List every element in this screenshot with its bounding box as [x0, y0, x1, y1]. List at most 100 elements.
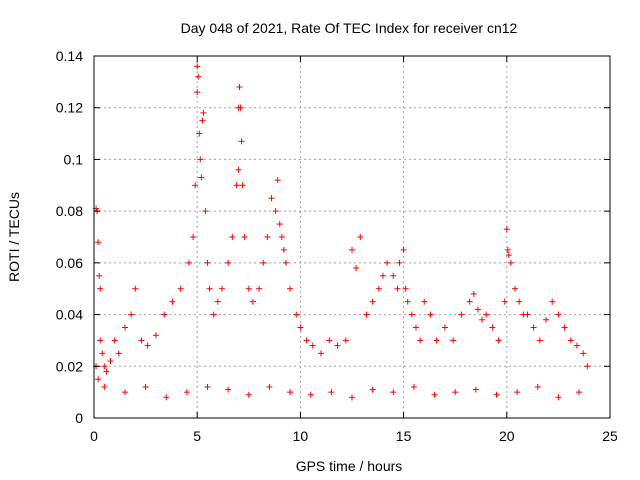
data-point — [152, 332, 159, 339]
x-tick-label: 0 — [90, 428, 98, 444]
data-point — [427, 311, 434, 318]
data-point — [121, 324, 128, 331]
data-point — [549, 298, 556, 305]
data-point — [309, 342, 316, 349]
data-point — [206, 285, 213, 292]
data-point — [245, 285, 252, 292]
data-point — [278, 234, 285, 240]
data-point — [237, 104, 244, 111]
data-point — [229, 234, 236, 240]
x-tick-label: 5 — [193, 428, 201, 444]
data-point — [303, 337, 310, 344]
data-point — [236, 84, 243, 91]
data-point — [561, 324, 568, 331]
data-point — [99, 350, 106, 357]
data-point — [524, 311, 531, 318]
data-point — [95, 239, 102, 246]
y-tick-label: 0.12 — [56, 100, 83, 116]
data-point — [256, 285, 263, 292]
data-point — [489, 324, 496, 331]
x-axis-label: GPS time / hours — [296, 458, 403, 474]
data-point — [233, 182, 240, 189]
data-point — [567, 337, 574, 344]
x-tick-label: 25 — [602, 428, 618, 444]
data-point — [266, 383, 273, 390]
y-tick-label: 0.04 — [56, 307, 83, 323]
data-point — [384, 259, 391, 266]
data-point — [282, 259, 289, 266]
y-axis-label: ROTI / TECUs — [6, 192, 22, 282]
data-point — [472, 386, 479, 393]
data-point — [400, 246, 407, 253]
data-point — [274, 177, 281, 184]
data-point — [128, 311, 135, 318]
data-point — [199, 117, 206, 124]
data-point — [218, 285, 225, 292]
data-point — [196, 130, 203, 137]
data-point — [161, 311, 168, 318]
data-point — [543, 316, 550, 323]
data-point — [501, 298, 508, 305]
axis-ticks — [93, 55, 611, 419]
data-point — [421, 298, 428, 305]
data-point — [573, 342, 580, 349]
data-point — [95, 376, 102, 383]
data-point — [144, 342, 151, 349]
data-point — [396, 259, 403, 266]
data-point — [412, 324, 419, 331]
data-point — [287, 285, 294, 292]
data-point — [121, 389, 128, 396]
data-point — [390, 272, 397, 279]
y-tick-label: 0 — [75, 410, 83, 426]
data-point — [111, 337, 118, 344]
data-point — [504, 246, 511, 253]
data-point — [138, 337, 145, 344]
data-point — [514, 389, 521, 396]
data-point — [177, 285, 184, 292]
data-point — [394, 285, 401, 292]
data-point — [97, 285, 104, 292]
y-tick-labels: 0 0.02 0.04 0.06 0.08 0.1 0.12 0.14 — [56, 48, 83, 426]
data-point — [342, 337, 349, 344]
data-point — [580, 350, 587, 357]
data-point — [470, 290, 477, 297]
data-point — [239, 182, 246, 189]
data-point — [507, 259, 514, 266]
data-point — [195, 73, 202, 80]
data-point — [163, 394, 170, 401]
data-point — [433, 337, 440, 344]
data-point — [402, 285, 409, 292]
data-point — [584, 363, 591, 370]
y-tick-label: 0.06 — [56, 255, 83, 271]
x-tick-label: 10 — [293, 428, 309, 444]
data-point — [132, 285, 139, 292]
data-point — [272, 208, 279, 215]
data-point — [410, 383, 417, 390]
data-point — [103, 368, 110, 375]
x-tick-label: 20 — [499, 428, 515, 444]
data-point — [183, 389, 190, 396]
data-point — [107, 358, 114, 365]
data-point — [328, 389, 335, 396]
data-point — [576, 389, 583, 396]
data-point — [555, 394, 562, 401]
data-point — [241, 234, 248, 240]
data-point — [466, 298, 473, 305]
data-point — [249, 298, 256, 305]
data-point — [441, 324, 448, 331]
x-tick-label: 15 — [396, 428, 412, 444]
data-point — [474, 306, 481, 313]
plot-frame — [93, 55, 611, 419]
data-point — [214, 298, 221, 305]
data-point — [210, 311, 217, 318]
y-tick-label: 0.14 — [56, 48, 83, 64]
data-point — [202, 208, 209, 215]
data-point — [192, 182, 199, 189]
data-point — [536, 337, 543, 344]
data-point — [235, 166, 242, 173]
data-point — [101, 363, 108, 370]
data-point — [287, 389, 294, 396]
data-point — [268, 195, 275, 202]
data-point — [363, 311, 370, 318]
